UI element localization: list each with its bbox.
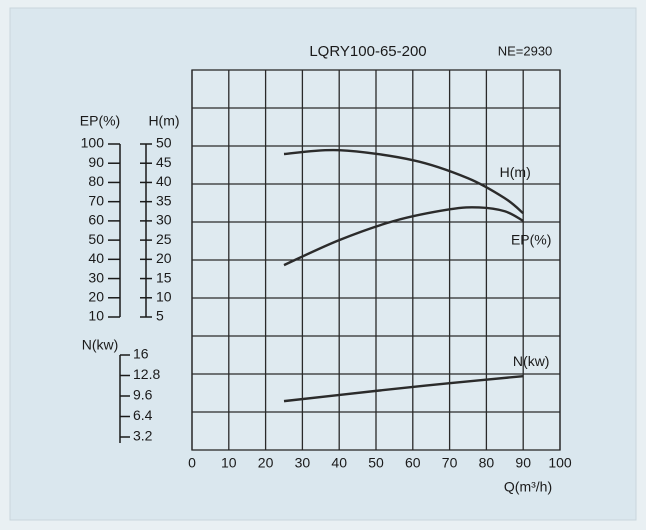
chart-title: LQRY100-65-200: [309, 43, 426, 60]
n-axis-label: N(kw): [82, 337, 119, 353]
n-tick-label: 12.8: [133, 366, 160, 382]
x-tick-label: 60: [405, 455, 421, 471]
h-tick-label: 10: [156, 288, 172, 304]
x-tick-label: 50: [368, 455, 384, 471]
ep-tick-label: 20: [88, 288, 104, 304]
x-tick-label: 40: [331, 455, 347, 471]
h-tick-label: 25: [156, 231, 172, 247]
ep-tick-label: 70: [88, 192, 104, 208]
curve: [283, 374, 524, 403]
curve-label: N(kw): [513, 353, 550, 369]
ep-tick-label: 100: [81, 135, 105, 151]
curve: [283, 206, 524, 267]
chart-subtitle: NE=2930: [498, 43, 553, 58]
x-tick-label: 70: [442, 455, 458, 471]
h-tick-label: 30: [156, 212, 172, 228]
x-tick-label: 90: [515, 455, 531, 471]
h-tick-label: 15: [156, 269, 172, 285]
ep-tick-label: 10: [88, 308, 104, 324]
h-tick-label: 40: [156, 173, 172, 189]
ep-tick-label: 40: [88, 250, 104, 266]
curve: [283, 148, 524, 215]
ep-tick-label: 90: [88, 154, 104, 170]
x-tick-label: 0: [188, 455, 196, 471]
h-axis-label: H(m): [148, 113, 179, 129]
n-tick-label: 6.4: [133, 407, 153, 423]
h-tick-label: 45: [156, 154, 172, 170]
x-tick-label: 20: [258, 455, 274, 471]
h-tick-label: 5: [156, 308, 164, 324]
curve-label: EP(%): [511, 232, 551, 248]
ep-axis-label: EP(%): [80, 113, 120, 129]
h-tick-label: 20: [156, 250, 172, 266]
n-tick-label: 3.2: [133, 428, 153, 444]
x-tick-label: 80: [479, 455, 495, 471]
ep-tick-label: 60: [88, 212, 104, 228]
x-axis-label: Q(m³/h): [504, 479, 552, 495]
n-tick-label: 9.6: [133, 387, 153, 403]
x-tick-label: 10: [221, 455, 237, 471]
curve-label: H(m): [500, 164, 531, 180]
x-tick-label: 30: [295, 455, 311, 471]
ep-tick-label: 30: [88, 269, 104, 285]
h-tick-label: 50: [156, 135, 172, 151]
ep-tick-label: 50: [88, 231, 104, 247]
n-tick-label: 16: [133, 346, 149, 362]
ep-tick-label: 80: [88, 173, 104, 189]
x-tick-label: 100: [548, 455, 572, 471]
h-tick-label: 35: [156, 192, 172, 208]
